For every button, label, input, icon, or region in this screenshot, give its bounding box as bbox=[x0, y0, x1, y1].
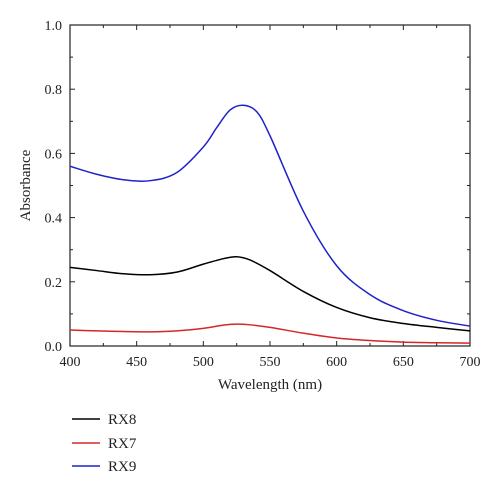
plot-frame bbox=[69, 24, 471, 347]
y-axis-label: Absorbance bbox=[18, 149, 34, 221]
y-tick-label: 0.0 bbox=[45, 340, 63, 355]
series-line-rx7 bbox=[69, 323, 471, 344]
x-tick-label: 700 bbox=[460, 355, 481, 370]
legend-label-rx9: RX9 bbox=[108, 459, 136, 475]
x-tick-label: 550 bbox=[260, 355, 281, 370]
y-tick-label: 1.0 bbox=[45, 19, 63, 34]
y-axis-ticks: 0.0 0.2 0.4 0.6 0.8 1.0 bbox=[45, 19, 470, 355]
x-axis-label: Wavelength (nm) bbox=[218, 377, 322, 393]
y-tick-label: 0.4 bbox=[45, 212, 63, 227]
series-line-rx9 bbox=[69, 104, 471, 327]
x-tick-label: 500 bbox=[193, 355, 214, 370]
y-tick-label: 0.2 bbox=[45, 276, 63, 291]
x-axis-ticks: 400 450 500 550 600 650 700 bbox=[60, 25, 481, 370]
y-tick-label: 0.8 bbox=[45, 83, 63, 98]
legend-label-rx8: RX8 bbox=[108, 412, 136, 428]
x-tick-label: 650 bbox=[393, 355, 414, 370]
x-tick-label: 450 bbox=[126, 355, 147, 370]
x-tick-label: 600 bbox=[326, 355, 347, 370]
legend: RX8 RX7 RX9 bbox=[72, 412, 137, 475]
legend-label-rx7: RX7 bbox=[108, 436, 137, 452]
series-lines bbox=[69, 104, 471, 344]
series-line-rx8 bbox=[69, 255, 471, 332]
x-tick-label: 400 bbox=[60, 355, 81, 370]
y-tick-label: 0.6 bbox=[45, 147, 63, 162]
